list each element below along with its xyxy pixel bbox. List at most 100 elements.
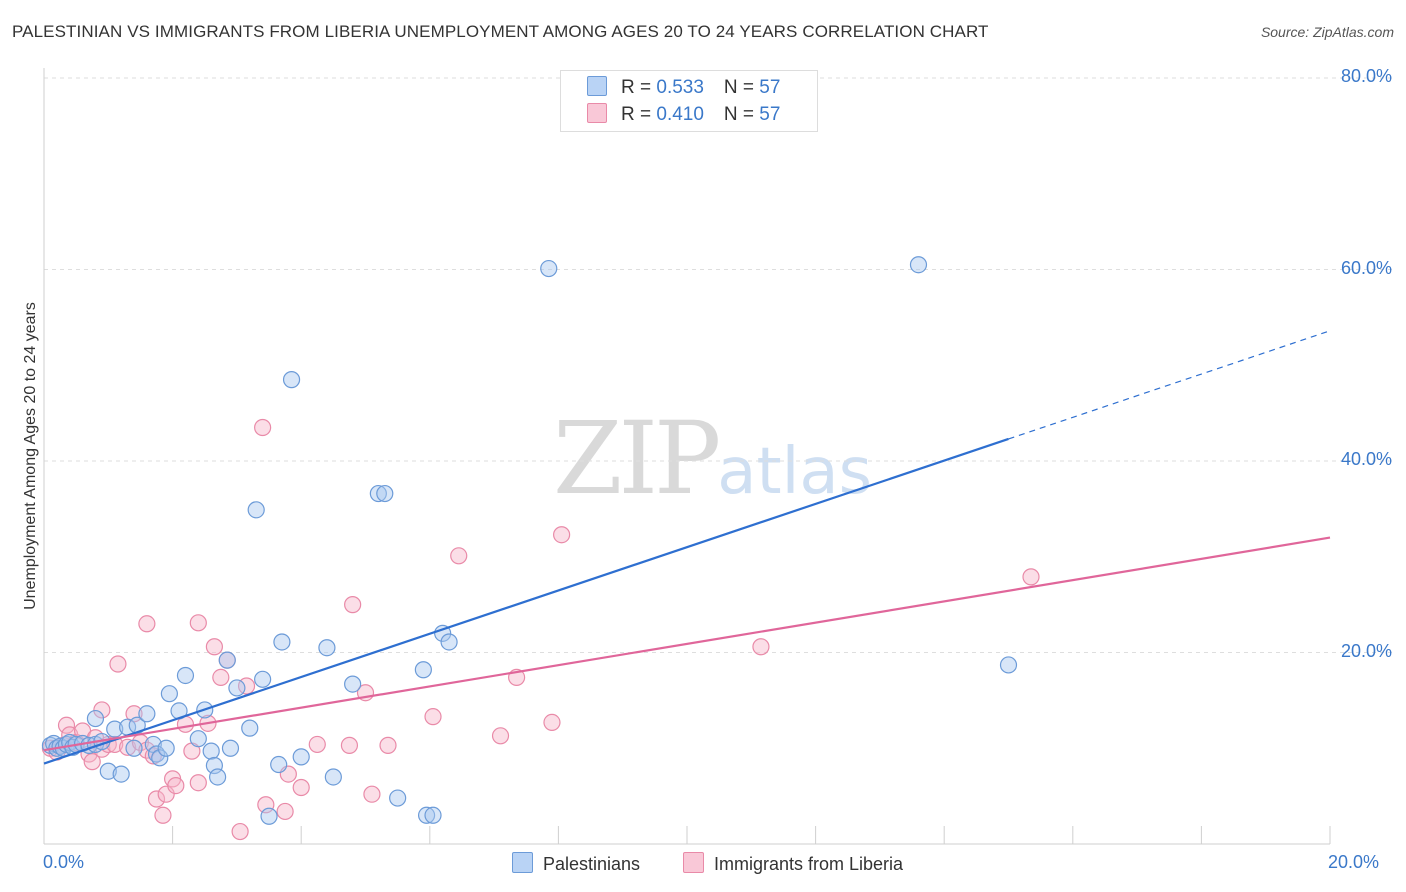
bottom-legend-swatch-blue [512, 852, 533, 873]
legend-swatch-blue [587, 76, 607, 96]
liberia-point [450, 547, 468, 565]
y-axis-label: Unemployment Among Ages 20 to 24 years [22, 302, 39, 610]
liberia-point [379, 736, 397, 754]
liberia-point [205, 638, 223, 656]
y-tick-label: 20.0% [1340, 640, 1392, 661]
watermark-atlas: atlas [717, 435, 872, 509]
liberia-point [118, 738, 137, 756]
correlation-legend: R = 0.533 N = 57 R = 0.410 N = 57 [560, 70, 818, 132]
liberia-point [189, 774, 207, 792]
liberia-point [424, 708, 442, 726]
legend-r-label: R = [621, 77, 657, 98]
liberia-point [157, 785, 175, 803]
trend-lines [43, 330, 1331, 765]
palestinian-point [389, 789, 407, 807]
liberia-point [292, 778, 310, 797]
palestinian-point [440, 633, 458, 651]
palestinian-point [414, 661, 432, 679]
palestinian-point [106, 720, 124, 738]
legend-n-value: 57 [759, 77, 781, 98]
liberia-point [147, 790, 166, 808]
liberia-point [83, 753, 101, 771]
palestinian-point [157, 739, 175, 757]
palestinian-point [202, 742, 220, 760]
liberia-point [543, 713, 561, 731]
liberia-point [491, 727, 510, 745]
liberia-point [231, 822, 249, 841]
palestinian-point [292, 748, 310, 766]
palestinian-point [324, 768, 342, 786]
palestinian-point [99, 762, 117, 780]
palestinian-point [86, 709, 105, 728]
palestinian-point [282, 371, 301, 389]
watermark-zip: ZIP [553, 400, 721, 517]
y-tick-label: 60.0% [1340, 257, 1392, 278]
x-tick-label-min: 0.0% [43, 852, 85, 872]
palestinian-point [376, 484, 394, 503]
bottom-legend-palestinians: Palestinians [512, 852, 640, 875]
liberia-point [57, 716, 76, 734]
series-palestinians-points [41, 256, 1018, 825]
legend-row-palestinians: R = 0.533 N = 57 [587, 76, 780, 98]
y-tick-label: 40.0% [1340, 449, 1392, 469]
liberia-point [212, 668, 230, 686]
axes [43, 68, 1331, 845]
bottom-legend-label-pink: Immigrants from Liberia [714, 854, 904, 874]
watermark: ZIPatlas [553, 400, 872, 517]
liberia-point [340, 736, 359, 754]
palestinian-point [318, 639, 336, 657]
palestinian-point [138, 705, 156, 723]
legend-r-value: 0.533 [656, 77, 704, 98]
liberia-point [189, 614, 207, 632]
liberia-point [276, 802, 294, 821]
palestinian-point [434, 624, 452, 642]
palestinian-point [344, 675, 362, 693]
trend-line-palestinians-projection [1008, 330, 1331, 440]
grid-lines [44, 77, 1392, 653]
palestinian-point [112, 765, 130, 783]
palestinian-point [540, 259, 558, 278]
palestinian-point [270, 755, 288, 774]
trend-line-liberia [43, 536, 1331, 752]
liberia-point [553, 526, 571, 544]
legend-r-value: 0.410 [656, 104, 704, 125]
palestinian-point [424, 806, 442, 824]
palestinian-point [273, 633, 291, 651]
palestinian-point [176, 666, 195, 685]
palestinian-point [228, 679, 246, 697]
y-tick-label: 80.0% [1340, 66, 1392, 86]
legend-n-label: N = [723, 77, 760, 98]
liberia-point [752, 638, 770, 656]
trend-line-palestinians [43, 437, 1009, 765]
bottom-legend-label-blue: Palestinians [543, 854, 641, 874]
liberia-point [363, 785, 381, 803]
source-credit: Source: ZipAtlas.com [1260, 24, 1394, 40]
palestinian-point [151, 749, 169, 767]
liberia-point [138, 741, 156, 759]
bottom-legend-liberia: Immigrants from Liberia [683, 852, 903, 875]
liberia-point [308, 735, 326, 754]
legend-swatch-pink [587, 103, 607, 123]
legend-r-label: R = [621, 104, 657, 125]
liberia-point [167, 776, 185, 795]
x-tick-label-max: 20.0% [1328, 852, 1380, 872]
liberia-point [138, 615, 156, 633]
legend-row-liberia: R = 0.410 N = 57 [587, 103, 780, 125]
series-liberia-points [41, 418, 1040, 841]
liberia-point [93, 701, 111, 719]
liberia-point [254, 418, 272, 437]
palestinian-point [218, 651, 236, 669]
palestinian-point [221, 739, 240, 757]
palestinian-point [417, 806, 436, 824]
palestinian-point [189, 730, 207, 748]
palestinian-point [160, 685, 178, 703]
palestinian-point [254, 670, 272, 688]
liberia-point [1022, 568, 1040, 586]
legend-n-label: N = [723, 104, 760, 125]
bottom-legend-swatch-pink [683, 852, 704, 873]
palestinian-point [999, 656, 1018, 674]
chart-title: PALESTINIAN VS IMMIGRANTS FROM LIBERIA U… [12, 22, 989, 41]
palestinian-point [909, 256, 928, 274]
liberia-point [344, 596, 362, 614]
